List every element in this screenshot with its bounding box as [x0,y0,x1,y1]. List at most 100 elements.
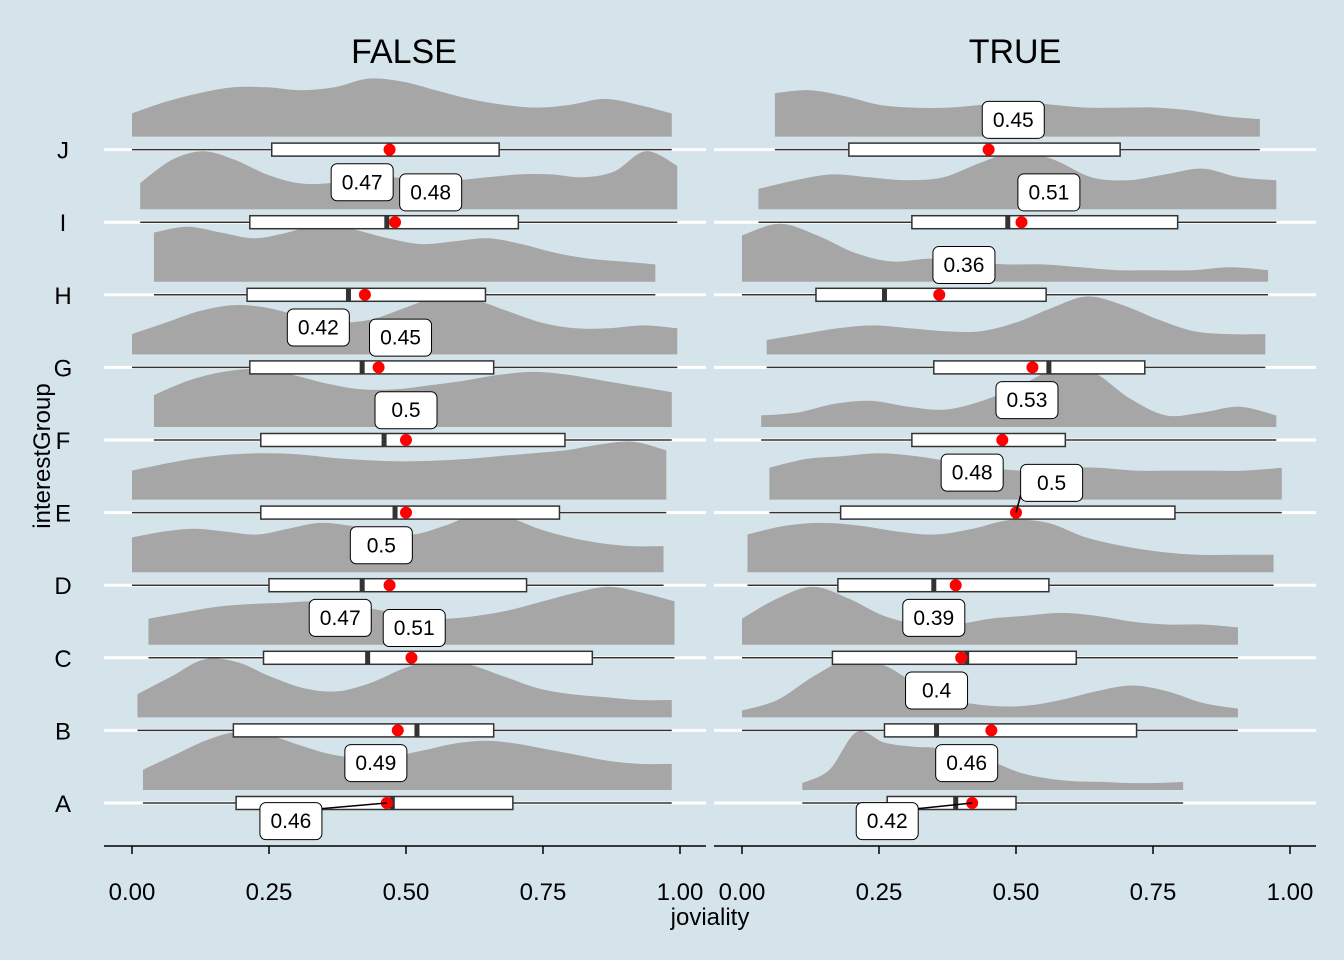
mean-label: 0.51 [394,617,435,640]
x-tick-label: 0.75 [1130,879,1177,906]
mean-label-box [935,744,999,783]
box-I [249,214,520,230]
mean-label: 0.42 [867,810,908,833]
mean-label-box [981,100,1045,139]
mean-label-box [286,308,350,347]
mean-label: 0.46 [270,810,311,833]
label-leader [1015,495,1022,513]
facet-panel-false: FALSE 0.00 0.25 0.50 0.75 1.00 0.46 0.49 0.47 0.5… [104,33,706,906]
mean-label: 0.39 [913,607,954,630]
x-tick-label: 1.00 [657,879,704,906]
mean-point-F [400,434,412,446]
box-C [262,650,594,666]
box-D [268,577,528,593]
mean-label-box [905,671,969,710]
mean-label: 0.51 [1028,181,1069,204]
mean-label-box [369,318,433,357]
mean-point-J [383,143,396,156]
mean-label: 0.45 [380,327,421,350]
mean-point-D [383,579,396,592]
x-tick-label: 0.25 [856,879,903,906]
mean-label: 0.49 [355,752,396,775]
mean-label-box [932,246,996,285]
facet-strip-title: FALSE [351,33,457,71]
y-tick-label: D [54,573,71,600]
mean-point-I [1015,216,1028,229]
mean-point-G [1026,361,1039,374]
y-tick-label: G [54,355,73,382]
mean-point-F [996,434,1009,446]
mean-point-G [372,361,385,374]
facet-panels: FALSE 0.00 0.25 0.50 0.75 1.00 0.46 0.49 0.47 0.5… [104,33,1316,906]
mean-label: 0.4 [922,679,952,702]
density-I [758,151,1277,210]
mean-label-box [940,453,1004,492]
y-tick-label: B [55,718,71,745]
label-leader [918,802,973,810]
mean-label-box [399,173,463,212]
density-J [132,78,672,137]
density-E [132,441,667,500]
mean-label: 0.42 [298,316,339,339]
mean-label: 0.5 [1037,472,1066,495]
x-tick-label: 0.25 [246,879,293,906]
label-leader [321,802,387,810]
x-tick-label: 0.50 [383,879,430,906]
mean-label: 0.48 [410,181,451,204]
mean-point-I [389,216,402,229]
x-tick-label: 0.00 [719,879,766,906]
density-C [742,586,1238,645]
y-axis-title: interestGroup [29,383,56,528]
x-tick-label: 1.00 [1267,879,1314,906]
mean-label-box [374,391,438,430]
y-tick-label: J [57,138,69,165]
mean-label-box [1017,173,1081,212]
box-I [911,214,1179,230]
mean-label-box [995,381,1059,420]
y-category-labels: A B C D E F G H I J [54,138,73,818]
density-A [802,731,1184,790]
density-B [742,658,1238,718]
mean-label: 0.53 [1007,389,1048,412]
mean-label-box [330,163,394,202]
mean-point-E [400,506,412,519]
box-G [933,360,1146,375]
mean-point-J [982,143,995,156]
mean-label: 0.45 [993,109,1034,132]
box-C [831,650,1078,666]
mean-point-C [955,651,968,664]
y-tick-label: C [54,646,71,673]
mean-label-box [349,526,413,565]
mean-label: 0.47 [320,607,361,630]
density-A [142,731,672,790]
y-tick-label: F [56,428,71,455]
facet-panel-true: TRUE 0.00 0.25 0.50 0.75 1.00 0.42 0.46 0.4 0.39 0… [714,33,1316,906]
mean-point-H [358,288,371,301]
mean-point-H [933,288,946,301]
mean-point-B [985,724,998,737]
x-tick-label: 0.00 [109,879,156,906]
y-tick-label: H [54,283,71,310]
mean-label-box [855,802,919,841]
facet-strip-title: TRUE [969,33,1062,71]
box-F [260,432,566,448]
mean-point-B [391,724,404,737]
mean-label-box [344,744,408,783]
y-tick-label: E [55,501,71,528]
y-tick-label: I [60,210,67,237]
mean-label: 0.5 [391,399,420,422]
mean-label: 0.36 [944,254,985,277]
box-B [232,723,495,738]
mean-point-C [405,651,418,664]
box-D [837,577,1050,593]
density-H [742,223,1269,282]
mean-label-box [902,598,966,637]
mean-label: 0.48 [952,462,993,485]
mean-label-box [308,598,372,637]
mean-label: 0.5 [367,534,396,557]
box-E [839,505,1176,520]
x-axis-title: joviality [670,904,750,931]
x-tick-label: 0.50 [993,879,1040,906]
x-tick-label: 0.75 [520,879,567,906]
